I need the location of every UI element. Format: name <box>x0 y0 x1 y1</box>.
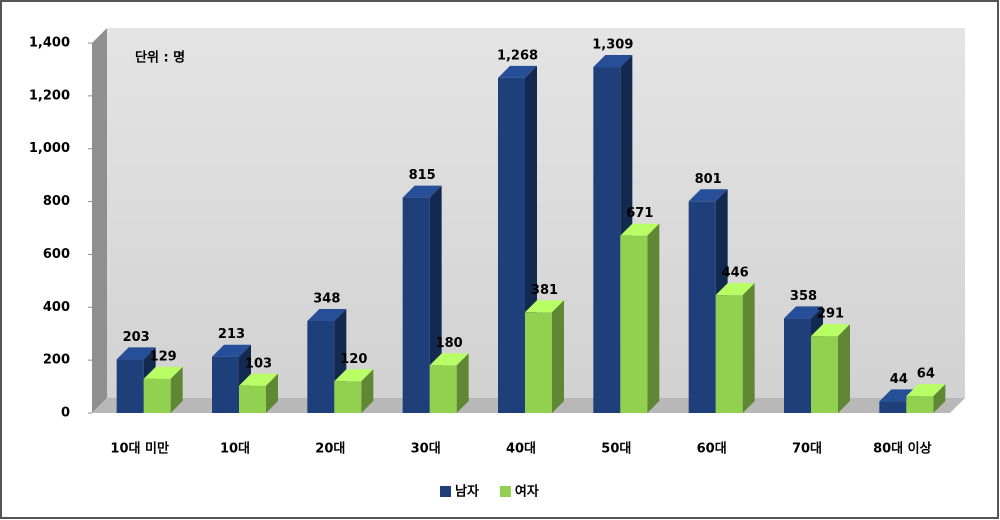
legend-label: 여자 <box>515 484 539 500</box>
bar-top <box>239 373 278 386</box>
value-label: 358 <box>790 289 817 304</box>
legend-swatch <box>499 486 511 497</box>
value-label: 203 <box>123 330 150 345</box>
bar <box>715 295 743 413</box>
side-wall <box>92 28 107 413</box>
bar <box>334 381 362 413</box>
value-label: 1,268 <box>497 48 538 63</box>
value-label: 1,309 <box>592 38 633 53</box>
bar <box>593 67 621 414</box>
bar <box>906 396 934 413</box>
bar-top <box>620 223 660 236</box>
bar-top <box>688 189 728 202</box>
bar-top <box>715 283 755 296</box>
bar-top <box>811 324 850 337</box>
x-tick-label: 60대 <box>697 442 727 457</box>
bar <box>116 359 144 413</box>
bar-side <box>361 369 374 413</box>
bar <box>239 385 266 413</box>
x-tick-label: 30대 <box>411 442 441 457</box>
legend-swatch <box>440 486 451 497</box>
bar <box>784 318 811 413</box>
value-label: 44 <box>890 372 908 387</box>
bar <box>429 365 457 413</box>
value-label: 291 <box>817 307 844 322</box>
x-tick-label: 10대 <box>220 442 250 457</box>
bar <box>498 77 525 413</box>
bar <box>525 312 552 413</box>
bar-top <box>116 347 156 360</box>
bar-side <box>266 373 278 413</box>
bar-side <box>838 324 850 413</box>
bar-top <box>307 309 347 322</box>
bar-top <box>525 300 564 313</box>
bar-top <box>143 366 183 379</box>
y-tick-label: 800 <box>43 194 70 209</box>
value-label: 815 <box>409 168 436 183</box>
legend-label: 남자 <box>455 484 479 500</box>
value-label: 180 <box>436 336 463 351</box>
bar-top <box>498 65 537 78</box>
bar-side <box>933 384 946 413</box>
x-tick-label: 70대 <box>792 442 822 457</box>
bar <box>212 356 239 413</box>
value-label: 446 <box>722 266 749 281</box>
value-label: 801 <box>695 172 722 187</box>
unit-annotation: 단위 : 명 <box>135 50 185 66</box>
bar-top <box>402 185 442 198</box>
bar <box>620 235 648 413</box>
x-tick-label: 50대 <box>601 442 631 457</box>
value-label: 64 <box>917 367 935 382</box>
y-tick-label: 400 <box>43 300 70 315</box>
x-tick-label: 10대 미만 <box>110 441 169 457</box>
y-tick-label: 600 <box>43 247 70 262</box>
y-tick-label: 1,400 <box>29 36 70 51</box>
bar <box>688 201 716 413</box>
bar <box>811 336 838 413</box>
bar-top <box>906 384 946 397</box>
y-tick-label: 200 <box>43 353 70 368</box>
bar-side <box>456 353 469 413</box>
y-tick-label: 1,000 <box>29 141 70 156</box>
value-label: 671 <box>626 206 653 221</box>
x-tick-label: 20대 <box>315 442 345 457</box>
x-tick-label: 40대 <box>506 442 536 457</box>
value-label: 120 <box>340 352 367 367</box>
bar <box>879 401 907 413</box>
bar <box>307 321 335 413</box>
bar-top <box>429 353 469 366</box>
bar-side <box>742 283 755 413</box>
bar-top <box>212 344 251 357</box>
bar-top <box>784 306 823 319</box>
value-label: 213 <box>218 327 245 342</box>
y-tick-label: 1,200 <box>29 88 70 103</box>
y-tick-label: 0 <box>61 406 70 421</box>
bar-top <box>593 55 633 68</box>
bar-top <box>334 369 374 382</box>
value-label: 129 <box>150 349 177 364</box>
bar-side <box>647 223 660 413</box>
value-label: 103 <box>245 356 272 371</box>
bar <box>143 378 171 413</box>
value-label: 381 <box>531 283 558 298</box>
value-label: 348 <box>313 292 340 307</box>
bar-side <box>170 366 183 413</box>
bar-side <box>552 300 564 413</box>
x-tick-label: 80대 이상 <box>873 441 932 457</box>
bar-side <box>429 185 442 413</box>
bar <box>402 197 430 413</box>
